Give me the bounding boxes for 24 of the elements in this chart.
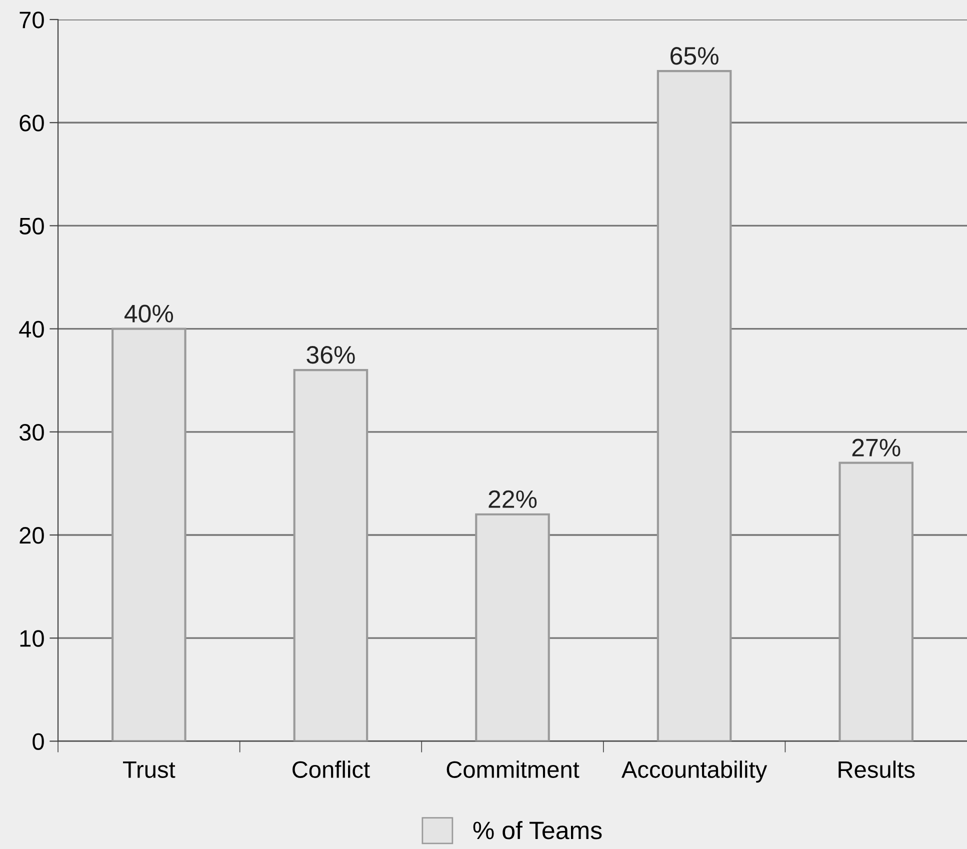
data-label: 36% [306, 346, 355, 364]
x-tick-label: Commitment [446, 760, 580, 778]
x-tick-label: Accountability [622, 760, 768, 783]
bar [112, 328, 186, 742]
bar [475, 513, 550, 742]
bar [656, 70, 732, 742]
y-tick-label: 50 [20, 218, 44, 234]
y-tick-label: 10 [20, 630, 44, 647]
y-tick-label: 70 [20, 12, 44, 28]
y-tick-label: 0 [32, 733, 44, 750]
legend-label: % of Teams [473, 820, 602, 840]
x-tick-label: Trust [123, 761, 176, 778]
data-label: 27% [852, 438, 900, 456]
x-tick-label: Conflict [292, 760, 370, 778]
y-tick-label: 60 [20, 114, 44, 132]
data-label: 40% [124, 304, 174, 322]
y-tick-label: 30 [19, 424, 44, 441]
data-label: 22% [488, 490, 537, 508]
data-label: 65% [670, 47, 718, 65]
y-tick-label: 40 [19, 320, 44, 338]
bar [293, 369, 368, 742]
y-tick-label: 20 [20, 527, 44, 544]
x-tick-label: Results [838, 760, 915, 778]
bar [838, 462, 914, 742]
